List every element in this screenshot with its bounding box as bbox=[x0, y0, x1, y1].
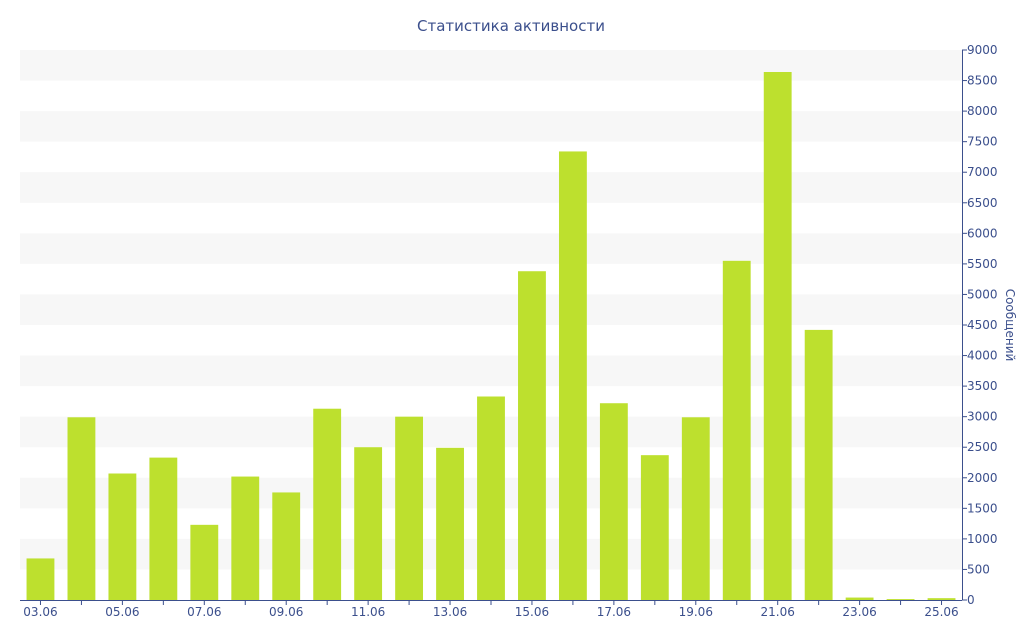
y-tick-label: 500 bbox=[967, 562, 990, 576]
bar-23.06 bbox=[845, 597, 874, 600]
y-tick-label: 6000 bbox=[967, 226, 998, 240]
bar-18.06 bbox=[640, 455, 669, 600]
y-axis-label: Сообщений bbox=[1003, 289, 1017, 362]
y-tick-label: 3500 bbox=[967, 379, 998, 393]
y-tick-label: 7000 bbox=[967, 165, 998, 179]
y-tick-label: 4000 bbox=[967, 349, 998, 363]
x-tick-label: 23.06 bbox=[842, 605, 876, 619]
grid-band bbox=[20, 50, 962, 81]
x-tick-label: 11.06 bbox=[351, 605, 385, 619]
bar-12.06 bbox=[395, 416, 424, 600]
bar-10.06 bbox=[313, 408, 342, 600]
x-tick-label: 17.06 bbox=[597, 605, 631, 619]
chart-title: Статистика активности bbox=[417, 17, 605, 35]
y-tick-label: 9000 bbox=[967, 43, 998, 57]
grid-band bbox=[20, 172, 962, 203]
bar-07.06 bbox=[190, 524, 219, 600]
y-tick-label: 6500 bbox=[967, 196, 998, 210]
y-tick-label: 8500 bbox=[967, 74, 998, 88]
bar-17.06 bbox=[599, 403, 628, 600]
bar-21.06 bbox=[763, 72, 792, 600]
y-tick-label: 2500 bbox=[967, 440, 998, 454]
x-tick-label: 19.06 bbox=[679, 605, 713, 619]
bar-22.06 bbox=[804, 329, 833, 600]
x-tick-label: 07.06 bbox=[187, 605, 221, 619]
bar-series bbox=[26, 72, 956, 600]
y-tick-label: 0 bbox=[967, 593, 975, 607]
bar-08.06 bbox=[231, 476, 260, 600]
grid-band bbox=[20, 294, 962, 325]
bar-24.06 bbox=[886, 599, 915, 600]
grid-band bbox=[20, 111, 962, 142]
bar-05.06 bbox=[108, 473, 137, 600]
y-axis: 0 500 1000 1500 2000 2500 3000 3500 4000 4500 5000… bbox=[962, 43, 998, 607]
bar-16.06 bbox=[558, 151, 587, 600]
y-tick-label: 7500 bbox=[967, 135, 998, 149]
y-tick-label: 8000 bbox=[967, 104, 998, 118]
grid-band bbox=[20, 233, 962, 264]
bar-04.06 bbox=[67, 417, 96, 600]
y-tick-label: 4500 bbox=[967, 318, 998, 332]
bar-14.06 bbox=[477, 396, 505, 600]
y-tick-label: 2000 bbox=[967, 471, 998, 485]
y-tick-label: 5000 bbox=[967, 287, 998, 301]
y-tick-label: 3000 bbox=[967, 410, 998, 424]
x-tick-label: 25.06 bbox=[924, 605, 958, 619]
bar-13.06 bbox=[436, 447, 464, 600]
x-tick-label: 21.06 bbox=[761, 605, 795, 619]
x-axis: 03.06 05.06 07.06 09.06 11.06 13.06 15.06 17.06… bbox=[20, 600, 962, 619]
y-tick-label: 5500 bbox=[967, 257, 998, 271]
bar-15.06 bbox=[518, 271, 546, 600]
bar-06.06 bbox=[149, 457, 178, 600]
y-tick-label: 1500 bbox=[967, 501, 998, 515]
bar-20.06 bbox=[722, 260, 751, 600]
x-tick-label: 09.06 bbox=[269, 605, 303, 619]
bar-09.06 bbox=[272, 492, 301, 600]
bar-03.06 bbox=[26, 558, 55, 600]
x-tick-label: 15.06 bbox=[515, 605, 549, 619]
bar-19.06 bbox=[681, 417, 710, 600]
x-tick-label: 05.06 bbox=[105, 605, 139, 619]
bar-11.06 bbox=[354, 447, 383, 600]
x-tick-label: 13.06 bbox=[433, 605, 467, 619]
y-tick-label: 1000 bbox=[967, 532, 998, 546]
bar-25.06 bbox=[927, 598, 956, 600]
x-tick-label: 03.06 bbox=[23, 605, 57, 619]
